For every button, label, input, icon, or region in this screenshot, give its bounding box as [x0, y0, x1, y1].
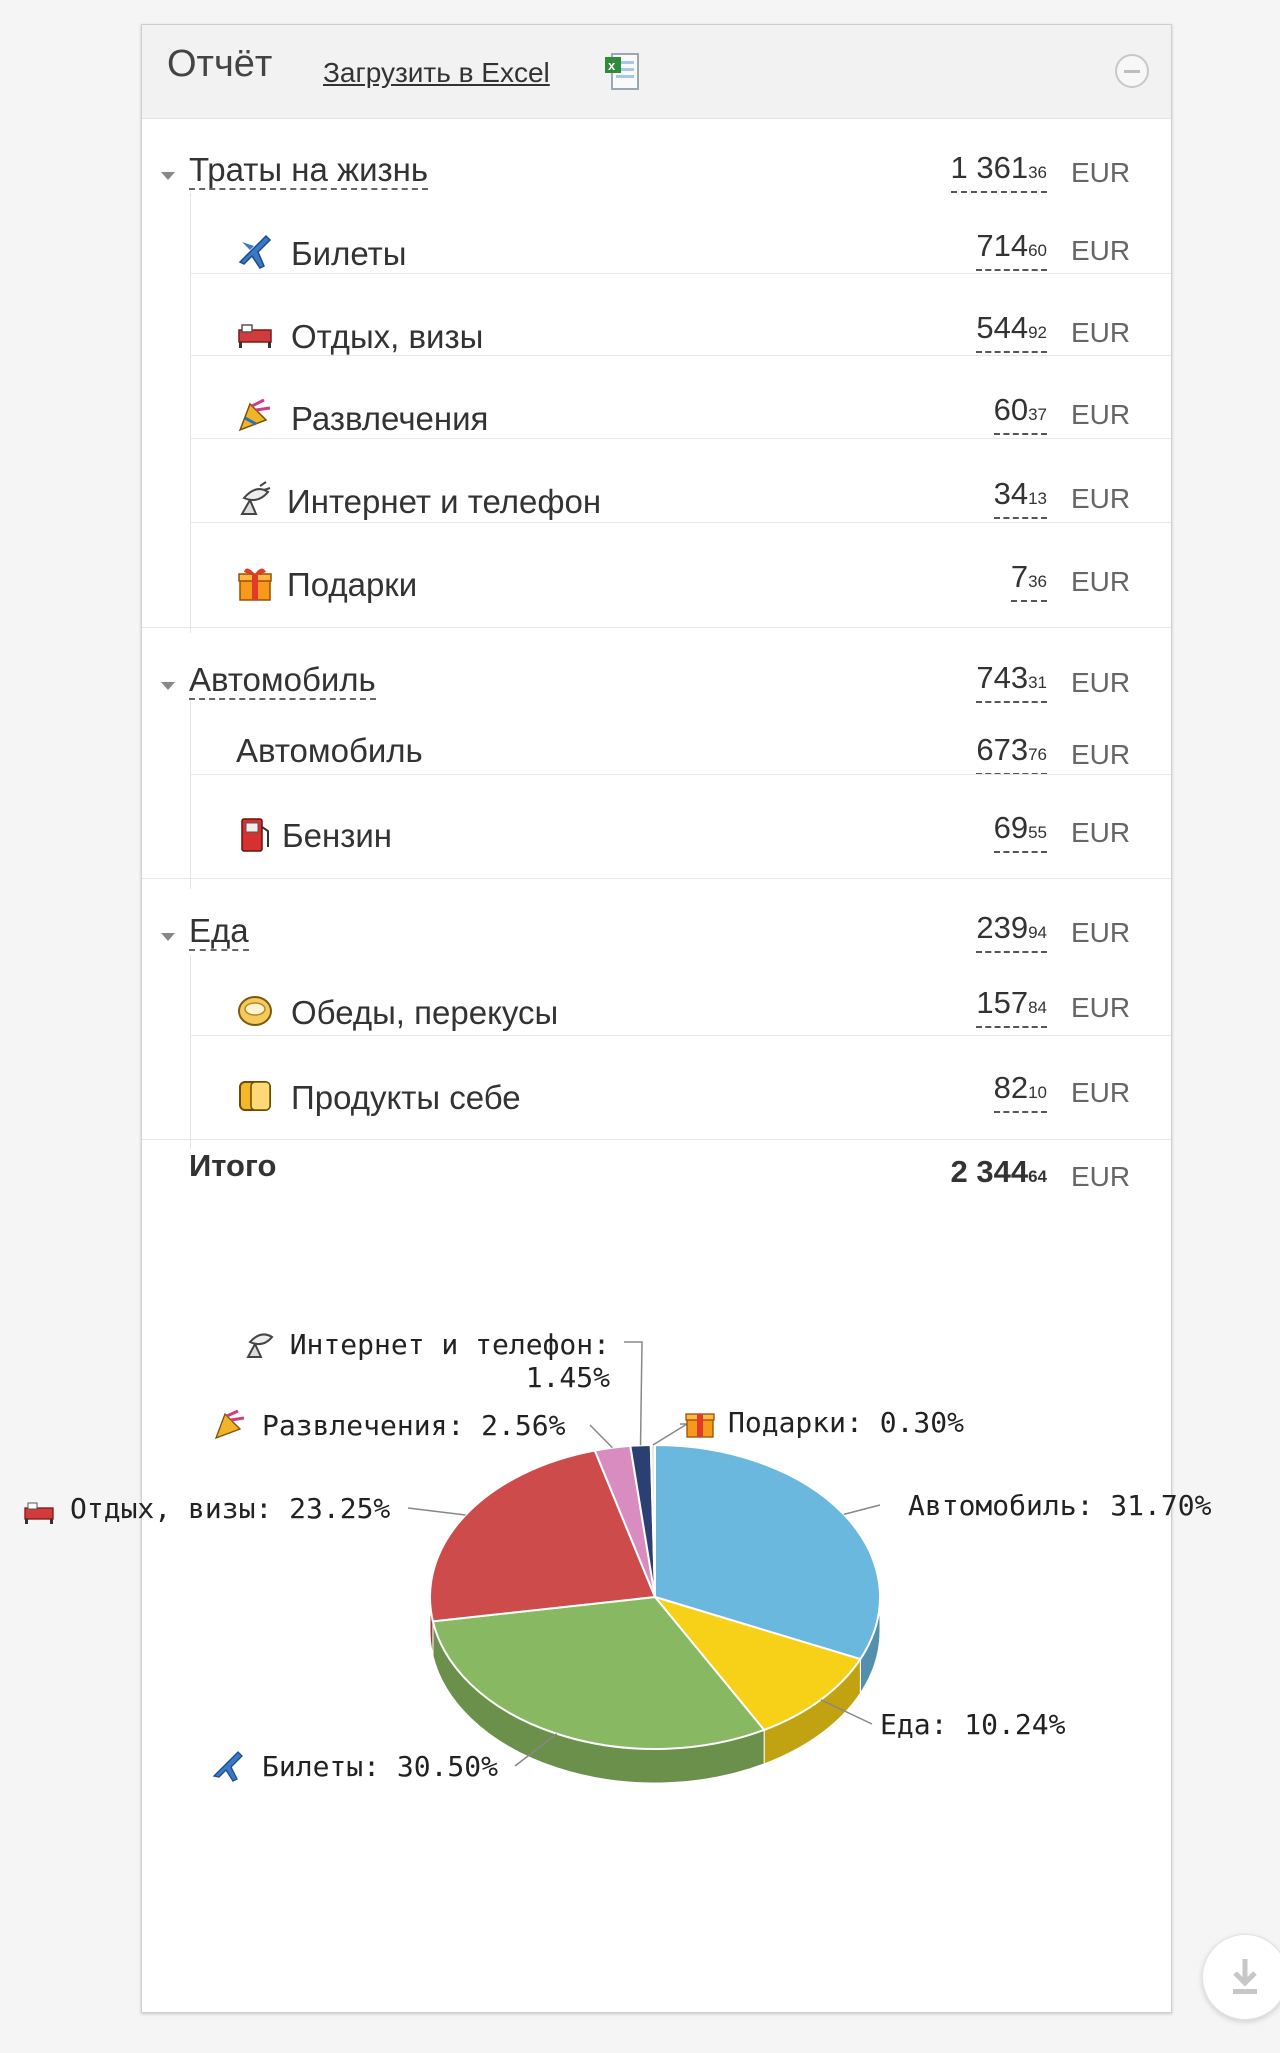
row-divider	[190, 355, 1171, 356]
pie-label: Интернет и телефон: 1.45%	[290, 1328, 610, 1394]
pie-slice[interactable]	[654, 1443, 881, 1661]
pie-slice[interactable]	[649, 1443, 656, 1598]
currency-label: EUR	[1071, 992, 1131, 1023]
currency-label: EUR	[1071, 399, 1131, 430]
group-amount-car[interactable]: 74331	[976, 660, 1047, 703]
collapse-button[interactable]	[1115, 54, 1149, 88]
total-amount: 2 34464	[950, 1154, 1048, 1189]
pie-leader-line	[589, 1424, 613, 1449]
row-divider	[190, 774, 1171, 775]
group-divider	[142, 1139, 1171, 1140]
party-icon	[214, 1409, 245, 1440]
group-divider	[142, 878, 1171, 879]
gift-icon	[685, 1413, 715, 1438]
currency-label: EUR	[1071, 317, 1131, 348]
total-currency: EUR	[1071, 1161, 1131, 1192]
item-amount-internet[interactable]: 3413	[993, 476, 1047, 519]
row-divider	[190, 1035, 1171, 1036]
pie-label: Автомобиль: 31.70%	[908, 1489, 1212, 1522]
group-label-life[interactable]: Траты на жизнь	[189, 151, 429, 190]
report-title: Отчёт	[167, 43, 273, 85]
plate-icon	[238, 996, 272, 1026]
row-divider	[190, 522, 1171, 523]
svg-text:x: x	[608, 58, 616, 73]
item-amount-fuel[interactable]: 6955	[993, 810, 1047, 853]
item-label-rest: Отдых, визы	[291, 318, 484, 355]
group-toggle-icon[interactable]	[161, 933, 175, 941]
currency-label: EUR	[1071, 817, 1131, 848]
plane-icon	[238, 234, 272, 269]
group-divider	[142, 627, 1171, 628]
item-amount-gifts[interactable]: 736	[1010, 559, 1047, 602]
total-label: Итого	[189, 1148, 277, 1183]
pie-slice[interactable]	[652, 1595, 862, 1732]
group-amount-life[interactable]: 1 36136	[950, 150, 1047, 193]
row-divider	[190, 273, 1171, 274]
item-label-tickets: Билеты	[291, 235, 407, 272]
item-amount-rest[interactable]: 54492	[976, 310, 1047, 353]
currency-label: EUR	[1071, 483, 1131, 514]
item-label-gifts: Подарки	[287, 566, 418, 603]
download-icon	[1233, 1959, 1257, 1994]
pie-leader-line	[652, 1423, 690, 1446]
group-toggle-icon[interactable]	[161, 172, 175, 180]
excel-download-link[interactable]: Загрузить в Excel	[323, 57, 550, 88]
report-header: Отчёт Загрузить в Excel x	[142, 25, 1171, 119]
group-divider	[190, 955, 191, 1149]
pie-leader-line	[820, 1699, 873, 1725]
group-label-food[interactable]: Еда	[189, 912, 249, 951]
pie-label: Еда: 10.24%	[880, 1708, 1066, 1741]
pie-leader-line	[514, 1733, 558, 1767]
currency-label: EUR	[1071, 566, 1131, 597]
pie-leader-line	[843, 1504, 881, 1516]
item-label-internet: Интернет и телефон	[287, 483, 602, 520]
group-divider	[190, 193, 191, 633]
item-amount-entertainment[interactable]: 6037	[993, 392, 1047, 435]
row-divider	[190, 438, 1171, 439]
currency-label: EUR	[1071, 1077, 1131, 1108]
pie-leader-line	[624, 1341, 643, 1446]
item-amount-groceries[interactable]: 8210	[993, 1070, 1047, 1113]
bed-icon	[24, 1502, 54, 1524]
pie-label: Подарки: 0.30%	[728, 1406, 964, 1439]
currency-label: EUR	[1071, 917, 1131, 948]
item-amount-tickets[interactable]: 71460	[976, 228, 1047, 271]
pie-slice[interactable]	[429, 1449, 657, 1623]
currency-label: EUR	[1071, 739, 1131, 770]
plane-icon	[212, 1751, 243, 1782]
excel-icon[interactable]: x	[604, 52, 640, 92]
currency-label: EUR	[1071, 157, 1131, 188]
item-label-entertainment: Развлечения	[291, 400, 489, 437]
currency-label: EUR	[1071, 667, 1131, 698]
pie-leader-line	[407, 1507, 466, 1516]
group-label-car[interactable]: Автомобиль	[189, 661, 376, 700]
currency-label: EUR	[1071, 235, 1131, 266]
pie-slice[interactable]	[431, 1595, 766, 1750]
item-label-fuel: Бензин	[282, 817, 393, 854]
download-chart-button[interactable]	[1202, 1934, 1280, 2020]
grocery-icon	[239, 1081, 271, 1111]
pie-label: Развлечения: 2.56%	[262, 1409, 566, 1442]
group-amount-food[interactable]: 23994	[976, 910, 1047, 953]
fuel-icon	[241, 818, 269, 852]
item-label-car: Автомобиль	[236, 732, 423, 769]
item-label-lunch: Обеды, перекусы	[291, 994, 559, 1031]
bed-icon	[238, 324, 272, 348]
satellite-icon	[246, 1333, 274, 1358]
pie-label: Билеты: 30.50%	[262, 1750, 498, 1783]
item-amount-lunch[interactable]: 15784	[976, 985, 1047, 1028]
satellite-icon	[240, 481, 271, 515]
group-toggle-icon[interactable]	[161, 682, 175, 690]
gift-icon	[238, 568, 272, 601]
group-divider	[190, 701, 191, 889]
pie-label: Отдых, визы: 23.25%	[70, 1492, 390, 1525]
party-icon	[238, 398, 271, 432]
item-label-groceries: Продукты себе	[291, 1079, 521, 1116]
